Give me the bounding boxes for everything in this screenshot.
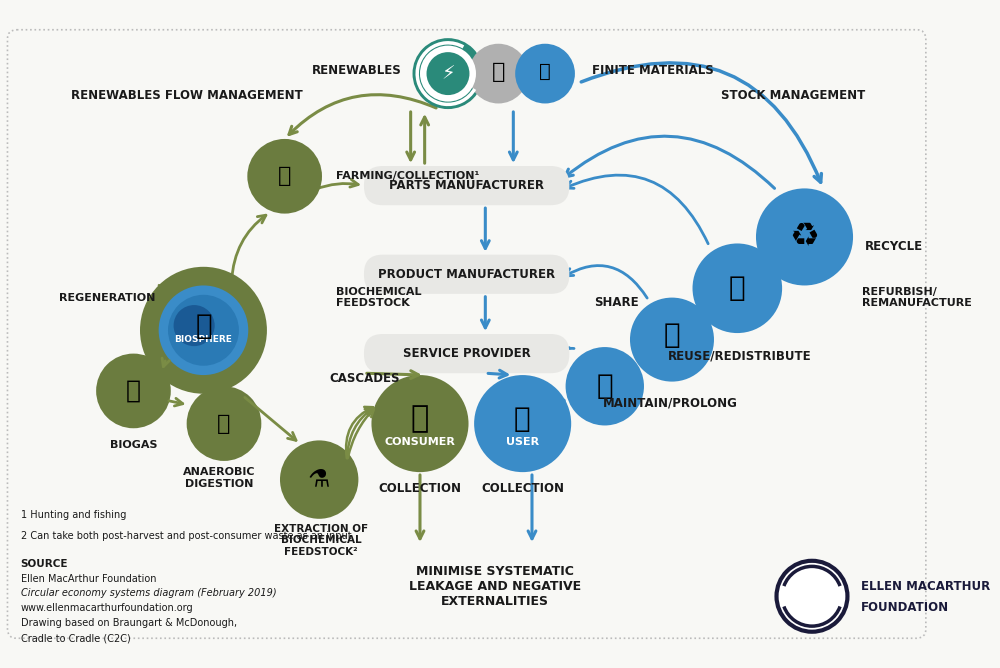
Text: 2 Can take both post-harvest and post-consumer waste as an input: 2 Can take both post-harvest and post-co…: [21, 530, 351, 540]
Text: COLLECTION: COLLECTION: [481, 482, 564, 496]
Text: RENEWABLES: RENEWABLES: [312, 64, 401, 77]
Text: 🔥: 🔥: [126, 379, 141, 403]
Text: REUSE/REDISTRIBUTE: REUSE/REDISTRIBUTE: [668, 350, 812, 363]
Text: 🏭: 🏭: [729, 275, 746, 302]
Text: PARTS MANUFACTURER: PARTS MANUFACTURER: [389, 179, 544, 192]
Text: REFURBISH/
REMANUFACTURE: REFURBISH/ REMANUFACTURE: [862, 287, 972, 309]
Circle shape: [777, 561, 847, 632]
Circle shape: [693, 243, 782, 333]
FancyBboxPatch shape: [364, 334, 569, 373]
Text: Ellen MacArthur Foundation: Ellen MacArthur Foundation: [21, 574, 156, 584]
Text: MAINTAIN/PROLONG: MAINTAIN/PROLONG: [603, 397, 738, 409]
Circle shape: [159, 285, 248, 375]
Text: CASCADES: CASCADES: [329, 372, 400, 385]
Text: FINITE MATERIALS: FINITE MATERIALS: [592, 64, 713, 77]
Text: ELLEN MACARTHUR: ELLEN MACARTHUR: [861, 580, 990, 593]
Text: Circular economy systems diagram (February 2019): Circular economy systems diagram (Februa…: [21, 589, 276, 599]
Circle shape: [280, 440, 358, 519]
Text: 🔧: 🔧: [596, 372, 613, 400]
Circle shape: [474, 375, 571, 472]
Text: FOUNDATION: FOUNDATION: [861, 601, 949, 614]
Circle shape: [168, 295, 239, 366]
Text: REGENERATION: REGENERATION: [59, 293, 156, 303]
Text: 🖥️: 🖥️: [514, 405, 531, 433]
Text: 🌍: 🌍: [195, 311, 212, 339]
Text: 🚛: 🚛: [539, 62, 551, 81]
Text: RECYCLE: RECYCLE: [865, 240, 923, 253]
Text: 📦: 📦: [664, 321, 680, 349]
Text: BIOGAS: BIOGAS: [110, 440, 157, 450]
Text: 1 Hunting and fishing: 1 Hunting and fishing: [21, 510, 126, 520]
Text: MINIMISE SYSTEMATIC
LEAKAGE AND NEGATIVE
EXTERNALITIES: MINIMISE SYSTEMATIC LEAKAGE AND NEGATIVE…: [409, 565, 581, 609]
Circle shape: [371, 375, 469, 472]
Circle shape: [469, 43, 528, 104]
Text: SHARE: SHARE: [594, 296, 638, 309]
Text: SERVICE PROVIDER: SERVICE PROVIDER: [403, 347, 531, 360]
Text: ⚗️: ⚗️: [308, 468, 330, 492]
Text: www.ellenmacarthurfoundation.org: www.ellenmacarthurfoundation.org: [21, 603, 193, 613]
Text: 🛢: 🛢: [492, 61, 505, 81]
Text: 🏗️: 🏗️: [217, 413, 231, 434]
Text: STOCK MANAGEMENT: STOCK MANAGEMENT: [721, 89, 865, 102]
Circle shape: [566, 347, 644, 426]
Circle shape: [420, 45, 476, 102]
Text: PRODUCT MANUFACTURER: PRODUCT MANUFACTURER: [378, 268, 555, 281]
FancyBboxPatch shape: [364, 166, 569, 205]
Circle shape: [756, 188, 853, 285]
Circle shape: [630, 298, 714, 381]
FancyBboxPatch shape: [364, 255, 569, 294]
Text: ANAEROBIC
DIGESTION: ANAEROBIC DIGESTION: [183, 467, 256, 488]
Text: 👤: 👤: [411, 404, 429, 434]
Text: ♻️: ♻️: [790, 220, 819, 253]
Circle shape: [515, 43, 575, 104]
Circle shape: [140, 267, 267, 393]
Text: Drawing based on Braungart & McDonough,: Drawing based on Braungart & McDonough,: [21, 619, 237, 629]
Text: EXTRACTION OF
BIOCHEMICAL
FEEDSTOCK²: EXTRACTION OF BIOCHEMICAL FEEDSTOCK²: [274, 524, 368, 557]
Text: BIOCHEMICAL
FEEDSTOCK: BIOCHEMICAL FEEDSTOCK: [336, 287, 421, 309]
Circle shape: [174, 305, 215, 346]
Text: SOURCE: SOURCE: [21, 558, 68, 568]
Text: BIOSPHERE: BIOSPHERE: [175, 335, 232, 344]
Text: RENEWABLES FLOW MANAGEMENT: RENEWABLES FLOW MANAGEMENT: [71, 89, 303, 102]
Text: USER: USER: [506, 438, 539, 448]
Text: 🌾: 🌾: [278, 166, 291, 186]
Circle shape: [427, 52, 469, 95]
Circle shape: [96, 353, 171, 428]
Text: FARMING/COLLECTION¹: FARMING/COLLECTION¹: [336, 171, 479, 181]
Text: COLLECTION: COLLECTION: [378, 482, 461, 496]
Text: CONSUMER: CONSUMER: [385, 438, 455, 448]
Text: ⚡: ⚡: [441, 64, 455, 83]
Circle shape: [187, 386, 261, 461]
Circle shape: [247, 139, 322, 214]
Text: Cradle to Cradle (C2C): Cradle to Cradle (C2C): [21, 633, 130, 643]
Circle shape: [413, 38, 483, 109]
